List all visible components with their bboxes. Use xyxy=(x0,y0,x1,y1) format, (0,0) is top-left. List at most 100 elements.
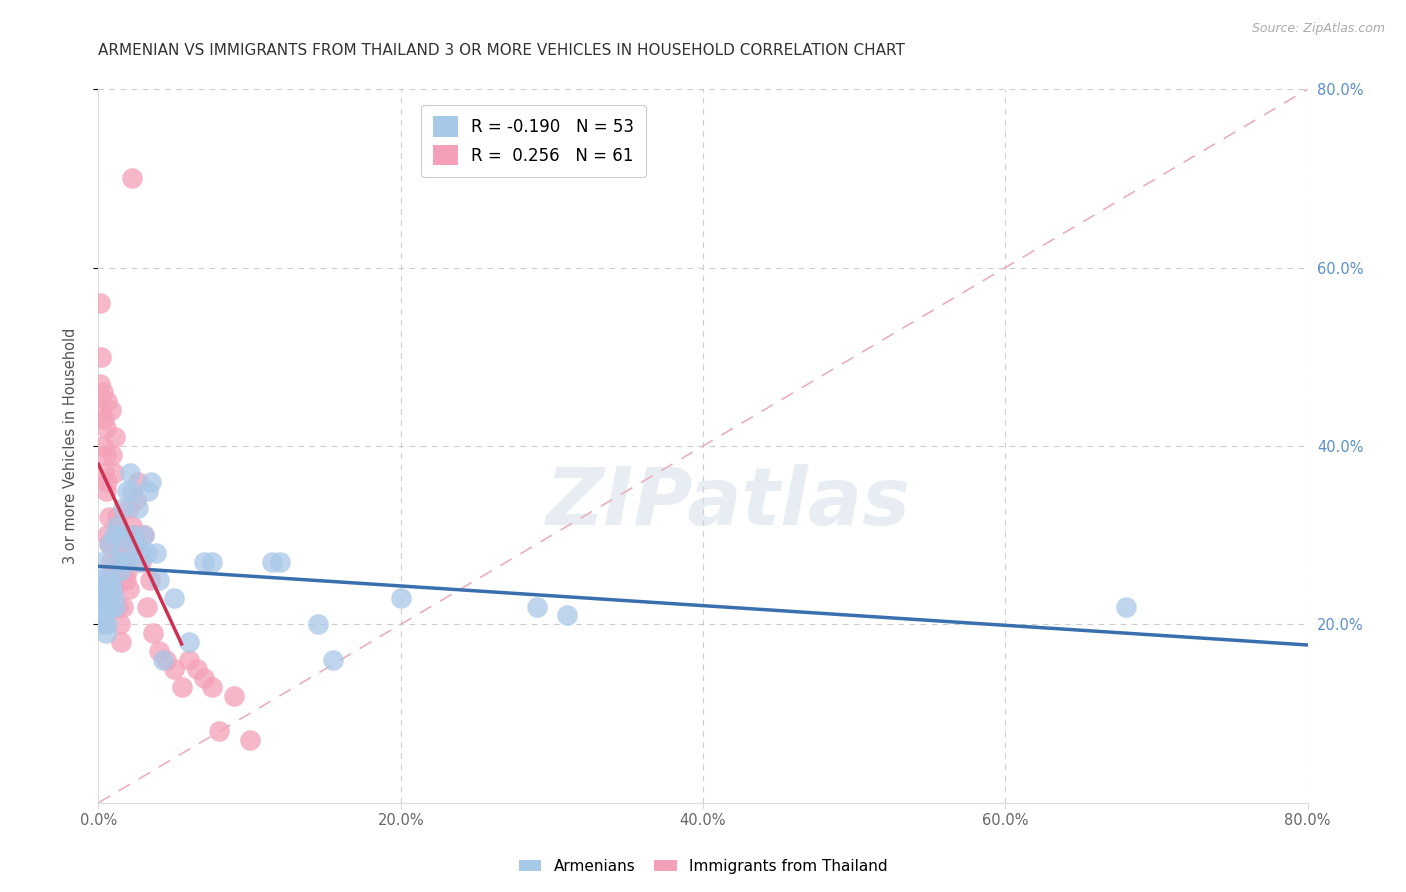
Point xyxy=(110,635,132,649)
Point xyxy=(114,573,136,587)
Point xyxy=(96,394,118,409)
Point xyxy=(111,501,134,516)
Point xyxy=(90,403,112,417)
Text: ARMENIAN VS IMMIGRANTS FROM THAILAND 3 OR MORE VEHICLES IN HOUSEHOLD CORRELATION: ARMENIAN VS IMMIGRANTS FROM THAILAND 3 O… xyxy=(98,43,905,58)
Legend: R = -0.190   N = 53, R =  0.256   N = 61: R = -0.190 N = 53, R = 0.256 N = 61 xyxy=(422,104,645,177)
Point xyxy=(129,555,152,569)
Point xyxy=(96,475,118,489)
Y-axis label: 3 or more Vehicles in Household: 3 or more Vehicles in Household xyxy=(63,328,77,564)
Point xyxy=(139,573,162,587)
Point xyxy=(96,528,118,542)
Point xyxy=(114,555,136,569)
Point xyxy=(89,296,111,310)
Point xyxy=(118,582,141,596)
Point xyxy=(389,591,412,605)
Point xyxy=(108,537,131,551)
Point xyxy=(132,528,155,542)
Point xyxy=(93,617,115,632)
Point xyxy=(107,599,129,614)
Point xyxy=(111,599,134,614)
Point xyxy=(101,564,124,578)
Point xyxy=(142,626,165,640)
Point xyxy=(201,555,224,569)
Point xyxy=(101,582,124,596)
Point xyxy=(121,171,143,186)
Point xyxy=(112,555,135,569)
Point xyxy=(186,662,208,676)
Point xyxy=(239,733,262,747)
Point xyxy=(124,528,146,542)
Point xyxy=(262,555,284,569)
Point xyxy=(121,483,143,498)
Point xyxy=(132,528,155,542)
Point xyxy=(118,501,141,516)
Point xyxy=(90,599,112,614)
Point xyxy=(93,591,115,605)
Point xyxy=(193,671,215,685)
Point xyxy=(179,653,201,667)
Point xyxy=(104,430,127,444)
Point xyxy=(141,475,163,489)
Point xyxy=(1115,599,1137,614)
Point xyxy=(125,492,148,507)
Point xyxy=(103,591,125,605)
Point xyxy=(105,564,128,578)
Point xyxy=(108,617,131,632)
Point xyxy=(98,510,121,524)
Point xyxy=(179,635,201,649)
Point xyxy=(89,573,111,587)
Point xyxy=(93,412,115,426)
Point xyxy=(90,350,112,364)
Point xyxy=(322,653,344,667)
Point xyxy=(555,608,578,623)
Point xyxy=(107,555,129,569)
Point xyxy=(103,582,125,596)
Point xyxy=(152,653,174,667)
Point xyxy=(111,546,134,560)
Point xyxy=(208,724,231,739)
Point xyxy=(269,555,291,569)
Point xyxy=(94,599,117,614)
Point xyxy=(145,546,167,560)
Point xyxy=(115,483,138,498)
Legend: Armenians, Immigrants from Thailand: Armenians, Immigrants from Thailand xyxy=(512,853,894,880)
Point xyxy=(105,510,128,524)
Point xyxy=(120,466,142,480)
Point xyxy=(94,483,117,498)
Point xyxy=(104,599,127,614)
Point xyxy=(108,564,131,578)
Point xyxy=(136,483,159,498)
Point xyxy=(526,599,548,614)
Point xyxy=(104,599,127,614)
Point xyxy=(96,573,118,587)
Point xyxy=(127,501,149,516)
Point xyxy=(103,466,125,480)
Point xyxy=(91,439,114,453)
Point xyxy=(94,448,117,462)
Point xyxy=(100,599,122,614)
Point xyxy=(98,537,121,551)
Text: Source: ZipAtlas.com: Source: ZipAtlas.com xyxy=(1251,22,1385,36)
Point xyxy=(148,573,170,587)
Point xyxy=(224,689,246,703)
Point xyxy=(135,599,157,614)
Point xyxy=(129,546,152,560)
Point xyxy=(93,466,115,480)
Point xyxy=(122,537,145,551)
Point xyxy=(103,528,125,542)
Point xyxy=(307,617,329,632)
Point xyxy=(91,608,114,623)
Point xyxy=(100,555,122,569)
Point xyxy=(127,475,149,489)
Point xyxy=(91,385,114,400)
Point xyxy=(193,555,215,569)
Point xyxy=(163,591,186,605)
Point xyxy=(98,537,121,551)
Point xyxy=(135,546,157,560)
Point xyxy=(91,582,114,596)
Point xyxy=(94,421,117,435)
Point xyxy=(100,403,122,417)
Point xyxy=(122,528,145,542)
Point xyxy=(90,555,112,569)
Point xyxy=(96,617,118,632)
